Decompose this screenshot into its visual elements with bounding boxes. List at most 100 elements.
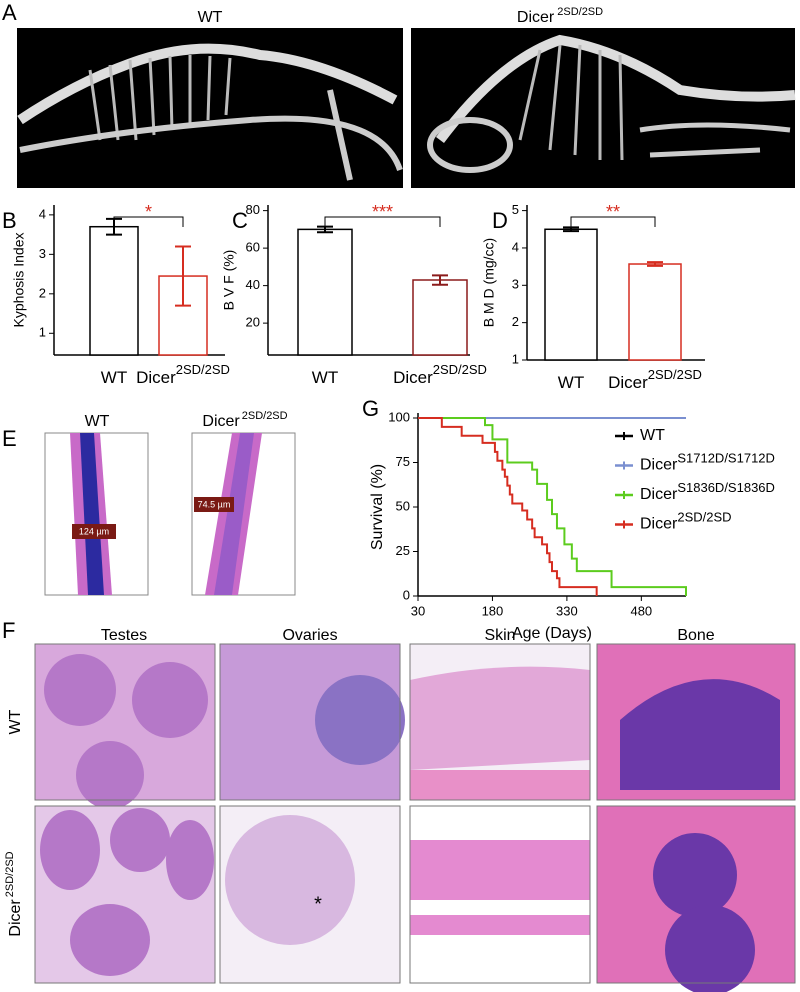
legend-entry: DicerS1836D/S1836D: [640, 480, 775, 503]
y-tick-label: 3: [39, 246, 46, 261]
x-tick-label: 480: [630, 603, 652, 618]
y-tick-label: 3: [512, 277, 519, 292]
error-bar: [647, 261, 663, 267]
bar: [412, 279, 468, 356]
x-axis-label: Age (Days): [512, 625, 592, 642]
error-bar: [563, 226, 579, 233]
y-tick-label: 5: [512, 202, 519, 217]
panel-letter: A: [2, 0, 17, 25]
category: Dicer: [393, 368, 433, 387]
measure-label: 74.5 µm: [198, 499, 231, 509]
x-tick-label: WT: [312, 368, 338, 387]
x-tick-label: Dicer2SD/2SD: [608, 367, 702, 392]
y-tick-label: 60: [246, 240, 260, 255]
panel-letter: B: [2, 208, 17, 233]
y-tick-label: 4: [512, 239, 519, 254]
measure-label: 124 µm: [79, 526, 109, 536]
column-label: Ovaries: [282, 627, 337, 644]
survival-line: [418, 417, 598, 596]
legend-entry: WT: [640, 427, 665, 444]
legend-name: Dicer: [640, 486, 678, 503]
category-sup: 2SD/2SD: [176, 362, 230, 377]
y-tick-label: 40: [246, 277, 260, 292]
y-tick-label: 75: [396, 454, 410, 469]
row-label: Dicer 2SD/2SD: [4, 851, 24, 936]
x-tick-label: Dicer2SD/2SD: [136, 362, 230, 387]
category: Dicer: [136, 368, 176, 387]
significance: *: [145, 202, 152, 222]
label-sup: 2SD/2SD: [4, 851, 16, 897]
x-tick-label: 30: [411, 603, 425, 618]
label-main: Dicer: [517, 9, 555, 26]
significance-bracket: [113, 216, 184, 227]
column-label: Skin: [484, 627, 515, 644]
panel-letter: F: [2, 618, 15, 643]
panel-letter: C: [232, 208, 248, 233]
error-bar: [175, 245, 191, 307]
y-tick-label: 4: [39, 206, 46, 221]
error-bar: [432, 274, 448, 286]
bar: [297, 228, 353, 356]
panel-borders: [34, 643, 796, 984]
image-label: Dicer 2SD/2SD: [517, 6, 603, 26]
image-label: WT: [198, 9, 223, 26]
y-tick-label: 25: [396, 543, 410, 558]
y-tick-label: 2: [512, 314, 519, 329]
legend-name: Dicer: [640, 457, 678, 474]
legend-name: Dicer: [640, 516, 678, 533]
significance-bracket: [324, 216, 441, 227]
y-tick-label: 50: [396, 498, 410, 513]
y-tick-label: 100: [388, 409, 410, 424]
category-sup: 2SD/2SD: [648, 367, 702, 382]
significance-bracket: [570, 216, 656, 227]
y-tick-label: 1: [512, 351, 519, 366]
category-sup: 2SD/2SD: [433, 362, 487, 377]
panel-letter: G: [362, 396, 379, 421]
survival-line: [418, 417, 687, 596]
category: WT: [312, 368, 338, 387]
label-main: Dicer: [7, 899, 24, 937]
panel-letter: D: [492, 208, 508, 233]
legend-entry: DicerS1712D/S1712D: [640, 451, 775, 474]
marker: *: [314, 893, 322, 915]
row-label: WT: [7, 709, 24, 734]
bar: [544, 228, 598, 361]
y-axis-label: Survival (%): [369, 464, 386, 550]
y-axis-label: B V F (%): [221, 250, 237, 311]
histology-grid: *: [35, 644, 795, 992]
label-sup: 2SD/2SD: [557, 6, 603, 18]
significance: **: [606, 202, 620, 222]
x-tick-label: WT: [101, 368, 127, 387]
category: Dicer: [608, 373, 648, 392]
y-tick-label: 0: [403, 587, 410, 602]
label-sup: 2SD/2SD: [242, 410, 288, 422]
y-tick-label: 2: [39, 285, 46, 300]
ct-image: [411, 28, 796, 188]
legend-entry: Dicer2SD/2SD: [640, 510, 732, 533]
panel-letter: E: [2, 426, 17, 451]
image-label: WT: [85, 413, 110, 430]
x-tick-label: WT: [558, 373, 584, 392]
y-axis-label: Kyphosis Index: [11, 233, 27, 328]
y-tick-label: 20: [246, 315, 260, 330]
ct-image: [17, 28, 403, 188]
category: WT: [101, 368, 127, 387]
bar: [628, 263, 682, 361]
image-label: Dicer 2SD/2SD: [202, 410, 287, 430]
y-axis-label: B M D (mg/cc): [481, 238, 497, 327]
y-tick-label: 80: [246, 202, 260, 217]
bar: [89, 225, 139, 356]
legend-sup: 2SD/2SD: [677, 510, 731, 525]
significance: ***: [372, 202, 393, 222]
legend-name: WT: [640, 427, 665, 444]
histology-image: 74.5 µm: [191, 432, 296, 596]
label-main: Dicer: [202, 413, 240, 430]
x-tick-label: Dicer2SD/2SD: [393, 362, 487, 387]
column-label: Testes: [101, 627, 147, 644]
x-tick-label: 180: [482, 603, 504, 618]
legend-sup: S1712D/S1712D: [677, 451, 775, 466]
histology-image: 124 µm: [44, 432, 149, 596]
category: WT: [558, 373, 584, 392]
x-tick-label: 330: [556, 603, 578, 618]
